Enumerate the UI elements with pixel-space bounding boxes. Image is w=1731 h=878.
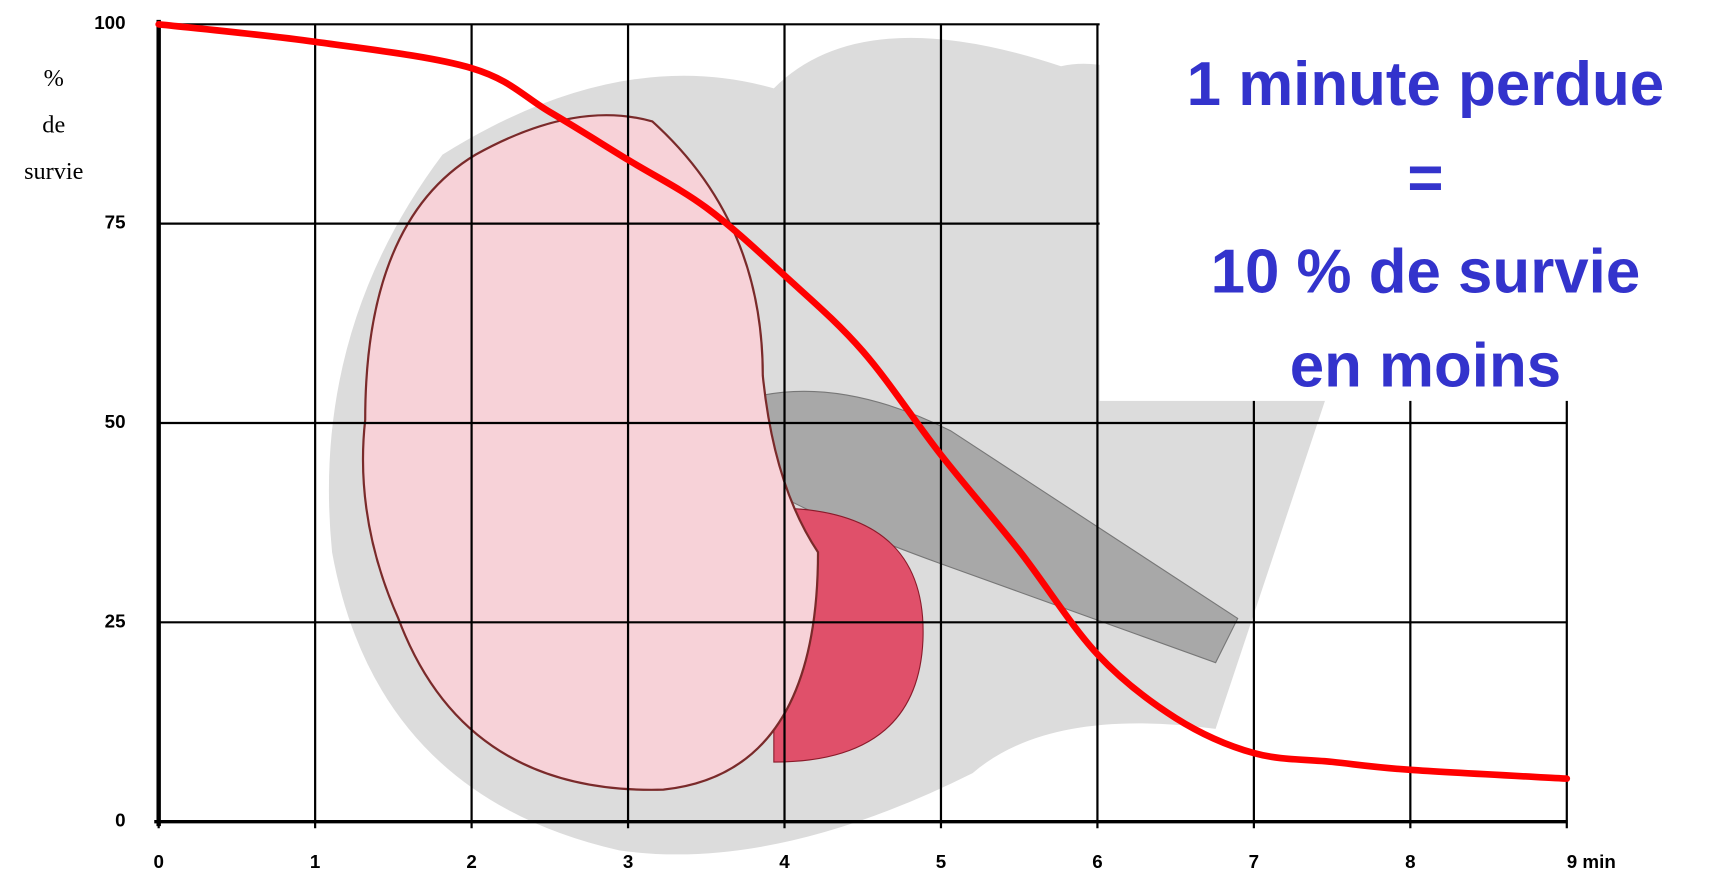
brain-illustration bbox=[328, 37, 1327, 855]
survival-curve bbox=[155, 20, 1571, 782]
x-tick-label: 8 bbox=[1405, 851, 1415, 872]
x-tick-label: 3 bbox=[623, 851, 633, 872]
y-axis-label: de bbox=[42, 112, 65, 139]
x-tick-label: 2 bbox=[466, 851, 476, 872]
annotation: = bbox=[1407, 144, 1443, 213]
y-axis-label: % bbox=[44, 65, 64, 92]
y-tick-label: 75 bbox=[105, 212, 126, 233]
annotation-box bbox=[1099, 19, 1731, 401]
x-tick-label: 1 bbox=[310, 851, 320, 872]
x-tick-label: 4 bbox=[779, 851, 790, 872]
y-tick-label: 100 bbox=[94, 12, 125, 33]
y-tick-label: 25 bbox=[105, 610, 126, 631]
x-tick-label: 7 bbox=[1249, 851, 1259, 872]
x-tick-label: 6 bbox=[1092, 851, 1102, 872]
x-tick-label: 9 min bbox=[1567, 851, 1616, 872]
annotation: 10 % de survie bbox=[1211, 238, 1641, 307]
y-tick-label: 0 bbox=[115, 810, 125, 831]
annotation: en moins bbox=[1290, 332, 1561, 401]
x-tick-label: 5 bbox=[936, 851, 946, 872]
y-axis-label: survie bbox=[24, 158, 83, 185]
x-tick-label: 0 bbox=[153, 851, 163, 872]
annotation: 1 minute perdue bbox=[1187, 50, 1665, 119]
y-tick-label: 50 bbox=[105, 411, 126, 432]
